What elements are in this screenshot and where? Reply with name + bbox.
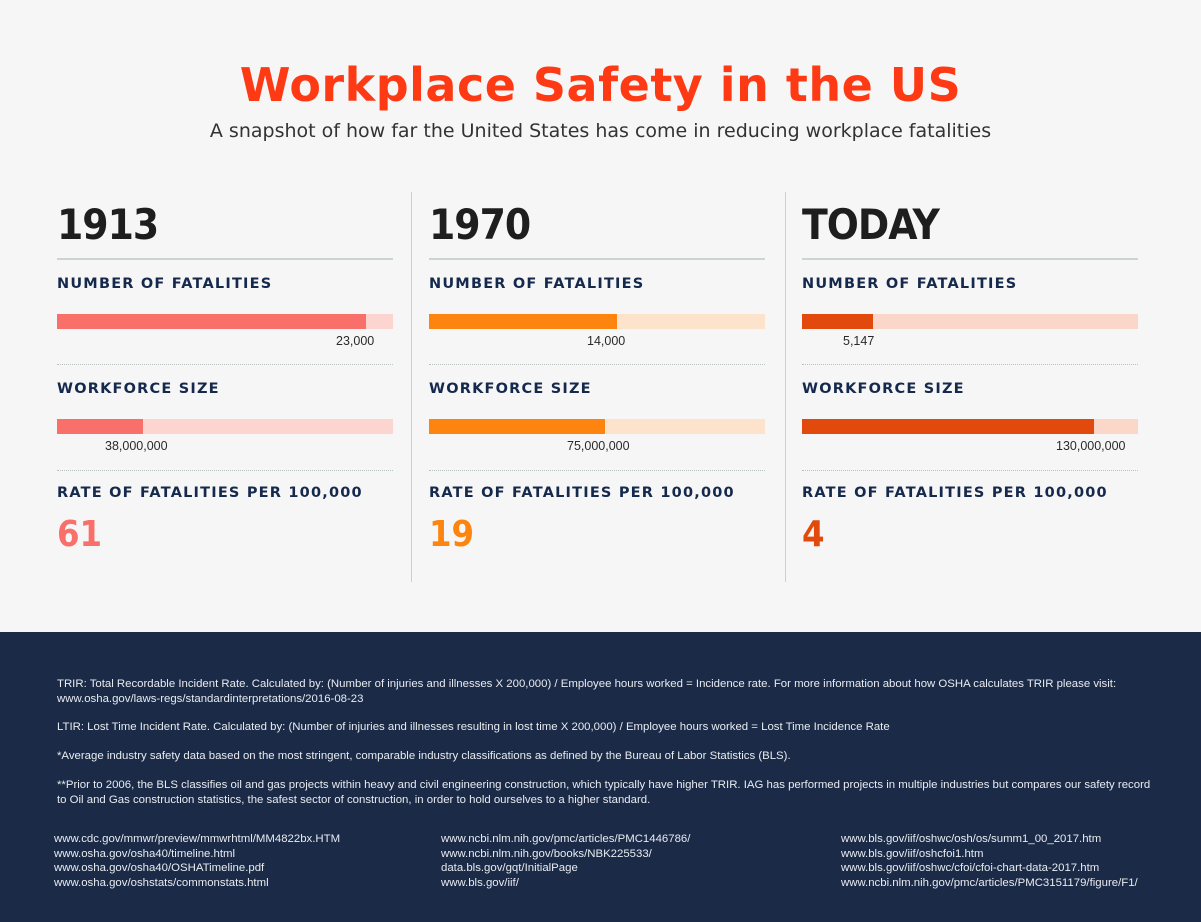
source-link[interactable]: data.bls.gov/gqt/InitialPage bbox=[441, 862, 578, 874]
workforce-label: WORKFORCE SIZE bbox=[57, 381, 220, 397]
source-link[interactable]: www.ncbi.nlm.nih.gov/books/NBK225533/ bbox=[441, 847, 652, 860]
workforce-bar-fill bbox=[57, 419, 143, 434]
fatalities-value: 5,147 bbox=[843, 334, 875, 348]
workforce-value: 130,000,000 bbox=[1056, 439, 1126, 453]
column-divider bbox=[785, 192, 786, 582]
workforce-bar-track bbox=[802, 419, 1138, 434]
source-link[interactable]: www.osha.gov/osha40/timeline.html bbox=[54, 847, 236, 860]
workforce-bar-fill bbox=[429, 419, 605, 434]
source-link[interactable]: www.osha.gov/oshstats/commonstats.html bbox=[54, 876, 269, 889]
source-link[interactable]: www.bls.gov/iif/oshwc/osh/os/summ1_00_20… bbox=[841, 833, 1102, 845]
era-heading: TODAY bbox=[802, 200, 940, 249]
page-subtitle: A snapshot of how far the United States … bbox=[209, 120, 992, 142]
fatality-rate-value: 19 bbox=[429, 514, 475, 555]
source-link[interactable]: www.ncbi.nlm.nih.gov/pmc/articles/PMC144… bbox=[441, 833, 691, 845]
workforce-bar-track bbox=[57, 419, 393, 434]
fatalities-bar-fill bbox=[429, 314, 617, 329]
workforce-label: WORKFORCE SIZE bbox=[802, 381, 965, 397]
fatalities-label: NUMBER OF FATALITIES bbox=[802, 276, 1018, 292]
fatalities-bar-track bbox=[802, 314, 1138, 329]
source-link[interactable]: www.bls.gov/iif/oshwc/cfoi/cfoi-chart-da… bbox=[841, 862, 1100, 874]
fatalities-value: 14,000 bbox=[587, 334, 626, 348]
workforce-label: WORKFORCE SIZE bbox=[429, 381, 592, 397]
sources-column-2: www.ncbi.nlm.nih.gov/pmc/articles/PMC144… bbox=[441, 832, 690, 890]
fatalities-label: NUMBER OF FATALITIES bbox=[57, 276, 273, 292]
section-divider bbox=[802, 364, 1138, 365]
workforce-bar-fill bbox=[802, 419, 1094, 434]
note-ltir: LTIR: Lost Time Incident Rate. Calculate… bbox=[57, 721, 890, 733]
note-average-industry: *Average industry safety data based on t… bbox=[57, 750, 791, 762]
page-title: Workplace Safety in the US bbox=[239, 58, 962, 112]
workforce-value: 38,000,000 bbox=[105, 439, 168, 453]
era-divider bbox=[802, 258, 1138, 260]
era-column-today: TODAY NUMBER OF FATALITIES 5,147 WORKFORCE … bbox=[802, 196, 1142, 576]
footer-notes: TRIR: Total Recordable Incident Rate. Ca… bbox=[0, 632, 1201, 922]
rate-label: RATE OF FATALITIES PER 100,000 bbox=[429, 485, 735, 501]
era-divider bbox=[429, 258, 765, 260]
workforce-bar-track bbox=[429, 419, 765, 434]
source-link[interactable]: www.ncbi.nlm.nih.gov/pmc/articles/PMC315… bbox=[841, 876, 1138, 889]
section-divider bbox=[57, 470, 393, 471]
fatality-rate-value: 61 bbox=[57, 514, 103, 555]
source-link[interactable]: www.osha.gov/osha40/OSHATimeline.pdf bbox=[54, 862, 265, 874]
era-column-1970: 1970 NUMBER OF FATALITIES 14,000 WORKFORCE … bbox=[429, 196, 769, 576]
era-heading: 1970 bbox=[429, 200, 531, 249]
era-divider bbox=[57, 258, 393, 260]
source-link[interactable]: www.cdc.gov/mmwr/preview/mmwrhtml/MM4822… bbox=[54, 833, 341, 845]
era-column-1913: 1913 NUMBER OF FATALITIES 23,000 WORKFORCE … bbox=[57, 196, 397, 576]
fatalities-value: 23,000 bbox=[336, 334, 375, 348]
sources-column-3: www.bls.gov/iif/oshwc/osh/os/summ1_00_20… bbox=[841, 832, 1138, 890]
sources-column-1: www.cdc.gov/mmwr/preview/mmwrhtml/MM4822… bbox=[54, 832, 340, 890]
rate-label: RATE OF FATALITIES PER 100,000 bbox=[57, 485, 363, 501]
fatalities-bar-fill bbox=[802, 314, 873, 329]
rate-label: RATE OF FATALITIES PER 100,000 bbox=[802, 485, 1108, 501]
workforce-value: 75,000,000 bbox=[567, 439, 630, 453]
section-divider bbox=[802, 470, 1138, 471]
section-divider bbox=[57, 364, 393, 365]
era-heading: 1913 bbox=[57, 200, 159, 249]
source-link[interactable]: www.bls.gov/iif/oshcfoi1.htm bbox=[841, 847, 984, 860]
column-divider bbox=[411, 192, 412, 582]
source-link[interactable]: www.bls.gov/iif/ bbox=[441, 876, 519, 889]
section-divider bbox=[429, 470, 765, 471]
fatality-rate-value: 4 bbox=[802, 514, 825, 555]
note-trir: TRIR: Total Recordable Incident Rate. Ca… bbox=[57, 678, 1117, 705]
section-divider bbox=[429, 364, 765, 365]
note-bls-classification: **Prior to 2006, the BLS classifies oil … bbox=[57, 779, 1151, 806]
fatalities-bar-track bbox=[57, 314, 393, 329]
fatalities-bar-fill bbox=[57, 314, 366, 329]
fatalities-label: NUMBER OF FATALITIES bbox=[429, 276, 645, 292]
fatalities-bar-track bbox=[429, 314, 765, 329]
